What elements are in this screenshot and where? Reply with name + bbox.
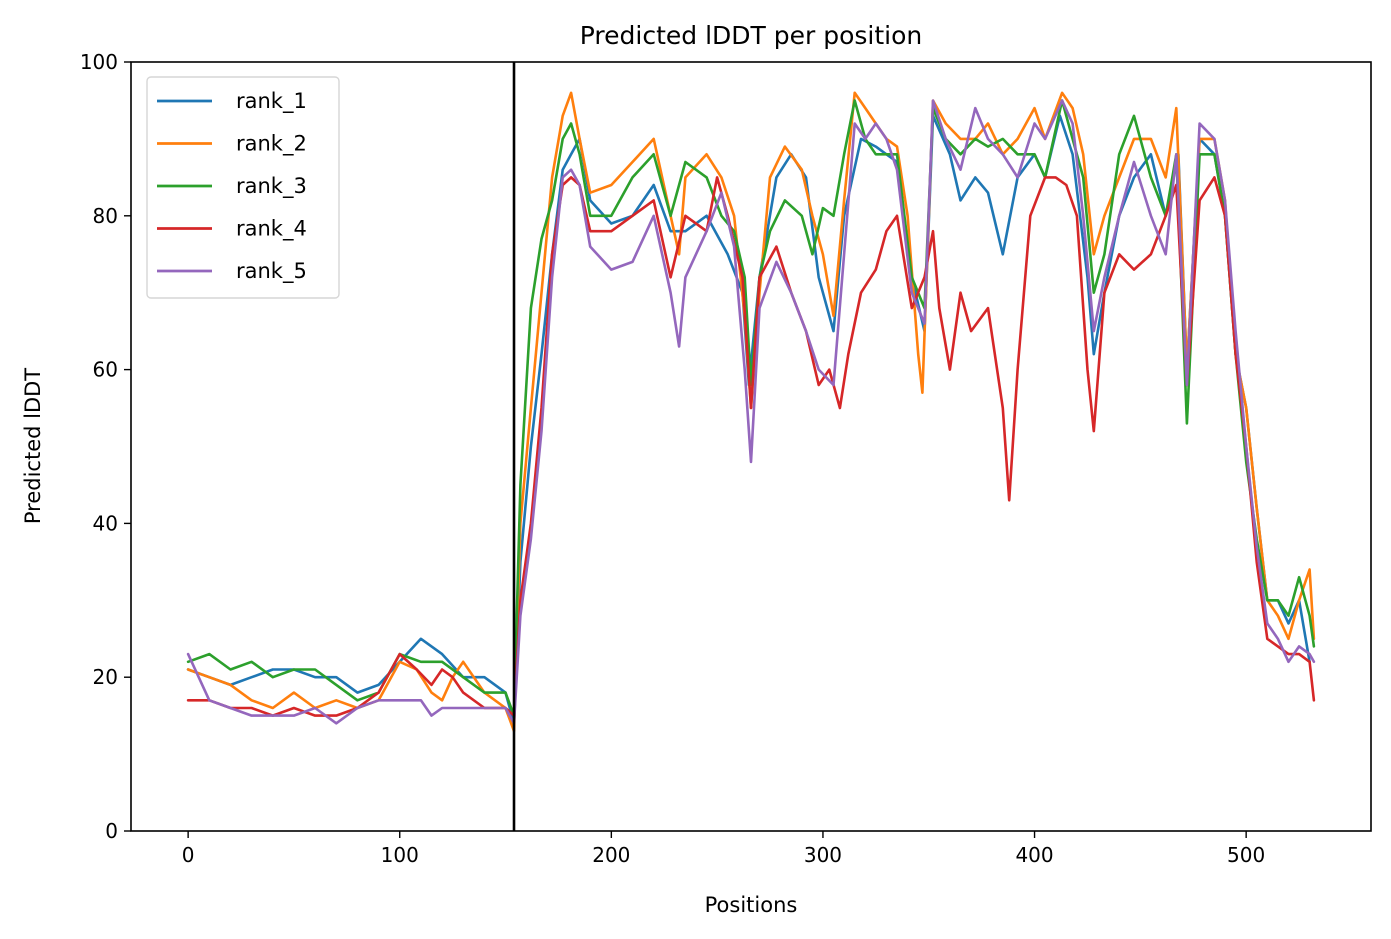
- legend: rank_1 rank_2 rank_3 rank_4 rank_5: [146, 76, 340, 299]
- y-axis-title: Predicted lDDT: [21, 368, 45, 524]
- y-tick-label: 100: [80, 50, 118, 74]
- legend-label: rank_3: [236, 174, 307, 199]
- legend-label: rank_2: [236, 132, 307, 157]
- legend-label: rank_4: [236, 217, 307, 242]
- y-tick-label: 40: [93, 511, 118, 535]
- series-line-rank_3: [186, 99, 1316, 717]
- series-line-rank_4: [186, 176, 1316, 717]
- x-tick-label: 500: [1227, 843, 1265, 867]
- series-line-rank_5: [186, 99, 1316, 725]
- x-tick-label: 0: [182, 843, 195, 867]
- chart-title: Predicted lDDT per position: [580, 21, 922, 50]
- x-tick-label: 400: [1015, 843, 1053, 867]
- series-lines: [186, 91, 1316, 733]
- y-tick-label: 80: [93, 204, 118, 228]
- legend-label: rank_1: [236, 89, 307, 114]
- legend-label: rank_5: [236, 259, 307, 284]
- y-tick-label: 60: [93, 358, 118, 382]
- plot-frame: [130, 61, 1372, 832]
- legend-box: [146, 76, 340, 299]
- x-tick-label: 200: [592, 843, 630, 867]
- axis-ticks: 0 100 200 300 400 500 0 20 40 60 80 100: [80, 50, 1265, 867]
- x-tick-label: 300: [804, 843, 842, 867]
- y-tick-label: 20: [93, 665, 118, 689]
- series-line-rank_2: [186, 91, 1316, 733]
- x-tick-label: 100: [381, 843, 419, 867]
- x-axis-title: Positions: [705, 893, 798, 917]
- plot-area: [130, 61, 1372, 832]
- y-tick-label: 0: [105, 819, 118, 843]
